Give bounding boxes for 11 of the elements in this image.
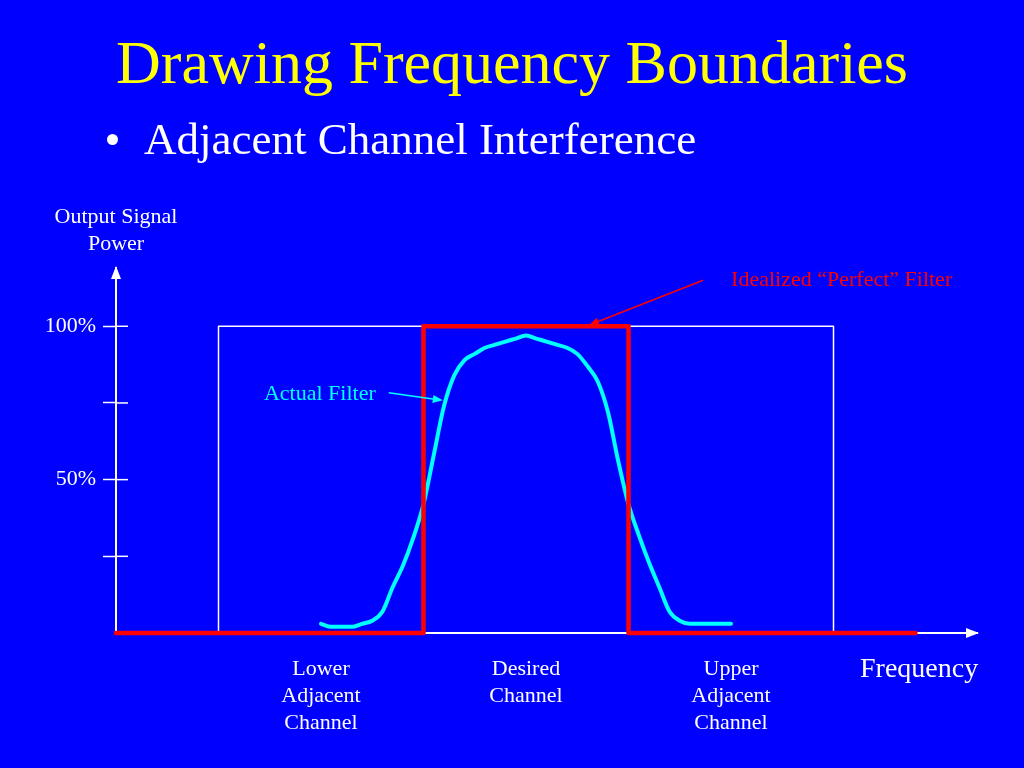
chart-title: Drawing Frequency Boundaries [115,28,909,96]
text: Idealized “Perfect” Filter [731,266,953,292]
y-tick-label: 100% [44,312,96,338]
y-tick-label: 50% [55,465,96,491]
x-tick-label: Desired Channel [489,655,563,708]
x-tick-label: Upper Adjacent Channel [691,655,771,735]
legend-label: Actual Filter [263,379,377,405]
chart-subtitle: Adjacent Channel Interference [144,114,697,164]
y-axis-title: Output Signal Power [53,202,179,256]
x-axis-title: Frequency [860,652,979,683]
x-tick-label: Lower Adjacent Channel [281,655,361,735]
